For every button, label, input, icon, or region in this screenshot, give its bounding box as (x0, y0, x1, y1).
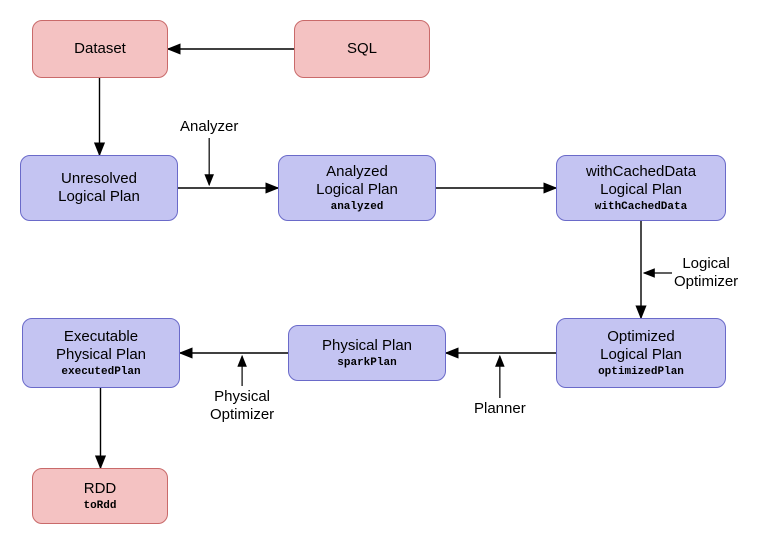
node-code: optimizedPlan (598, 366, 684, 378)
node-title: withCachedDataLogical Plan (586, 163, 696, 199)
label-analyzer: Analyzer (180, 118, 238, 136)
node-code: withCachedData (595, 201, 687, 213)
node-title: UnresolvedLogical Plan (58, 170, 140, 206)
node-unresolved: UnresolvedLogical Plan (20, 155, 178, 221)
node-rdd: RDD toRdd (32, 468, 168, 524)
node-code: executedPlan (61, 366, 140, 378)
node-title: SQL (347, 40, 377, 58)
node-exec: ExecutablePhysical Plan executedPlan (22, 318, 180, 388)
node-title: ExecutablePhysical Plan (56, 328, 146, 364)
node-physical: Physical Plan sparkPlan (288, 325, 446, 381)
node-code: analyzed (331, 201, 384, 213)
label-planner: Planner (474, 400, 526, 418)
node-sql: SQL (294, 20, 430, 78)
node-optimized: OptimizedLogical Plan optimizedPlan (556, 318, 726, 388)
node-code: sparkPlan (337, 357, 396, 369)
node-title: RDD (84, 480, 117, 498)
label-physopt: PhysicalOptimizer (210, 388, 274, 424)
node-title: Dataset (74, 40, 126, 58)
node-title: Physical Plan (322, 337, 412, 355)
node-analyzed: AnalyzedLogical Plan analyzed (278, 155, 436, 221)
node-cached: withCachedDataLogical Plan withCachedData (556, 155, 726, 221)
node-title: OptimizedLogical Plan (600, 328, 682, 364)
node-title: AnalyzedLogical Plan (316, 163, 398, 199)
label-logopt: LogicalOptimizer (674, 255, 738, 291)
node-code: toRdd (83, 500, 116, 512)
node-dataset: Dataset (32, 20, 168, 78)
